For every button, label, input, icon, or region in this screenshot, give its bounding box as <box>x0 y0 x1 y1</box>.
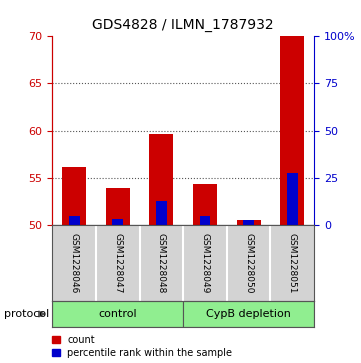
Bar <box>149 134 173 225</box>
Bar <box>52 301 183 327</box>
Bar <box>237 220 261 225</box>
Bar <box>280 36 304 225</box>
Bar <box>183 301 314 327</box>
Text: GSM1228049: GSM1228049 <box>200 233 209 293</box>
Bar <box>193 184 217 225</box>
Bar <box>112 219 123 225</box>
Text: GSM1228048: GSM1228048 <box>157 233 166 293</box>
Text: GSM1228046: GSM1228046 <box>70 233 79 293</box>
Text: GSM1228051: GSM1228051 <box>288 233 297 293</box>
Bar <box>62 167 86 225</box>
Text: CypB depletion: CypB depletion <box>206 309 291 319</box>
Bar <box>287 173 298 225</box>
Legend: count, percentile rank within the sample: count, percentile rank within the sample <box>52 335 232 358</box>
Bar <box>106 188 130 225</box>
Bar <box>200 216 210 225</box>
Bar <box>243 220 254 225</box>
Text: GSM1228050: GSM1228050 <box>244 233 253 293</box>
Text: GSM1228047: GSM1228047 <box>113 233 122 293</box>
Bar <box>156 201 167 225</box>
Bar <box>69 216 80 225</box>
Title: GDS4828 / ILMN_1787932: GDS4828 / ILMN_1787932 <box>92 19 274 33</box>
Text: protocol: protocol <box>4 309 49 319</box>
Text: control: control <box>99 309 137 319</box>
